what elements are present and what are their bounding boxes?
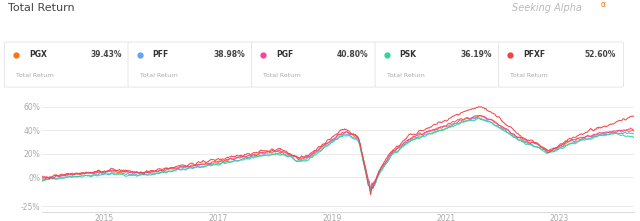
Text: PFXF: PFXF <box>523 50 545 59</box>
Text: PGF: PGF <box>276 50 293 59</box>
Text: 36.19%: 36.19% <box>461 50 492 59</box>
Text: 38.98%: 38.98% <box>213 50 245 59</box>
Text: Total Return: Total Return <box>140 73 177 78</box>
FancyBboxPatch shape <box>4 42 129 87</box>
FancyBboxPatch shape <box>499 42 623 87</box>
Text: Total Return: Total Return <box>263 73 301 78</box>
Text: Total Return: Total Return <box>16 73 54 78</box>
Text: Total Return: Total Return <box>387 73 424 78</box>
Text: Total Return: Total Return <box>8 3 74 13</box>
Text: 40.80%: 40.80% <box>337 50 369 59</box>
Text: 39.43%: 39.43% <box>90 50 122 59</box>
FancyBboxPatch shape <box>375 42 500 87</box>
Text: Total Return: Total Return <box>510 73 548 78</box>
FancyBboxPatch shape <box>128 42 253 87</box>
Text: Seeking Alpha: Seeking Alpha <box>512 3 582 13</box>
Text: 52.60%: 52.60% <box>584 50 616 59</box>
Text: α: α <box>600 0 605 9</box>
Text: PSK: PSK <box>399 50 417 59</box>
Text: PGX: PGX <box>29 50 47 59</box>
Text: PFF: PFF <box>152 50 168 59</box>
FancyBboxPatch shape <box>252 42 376 87</box>
